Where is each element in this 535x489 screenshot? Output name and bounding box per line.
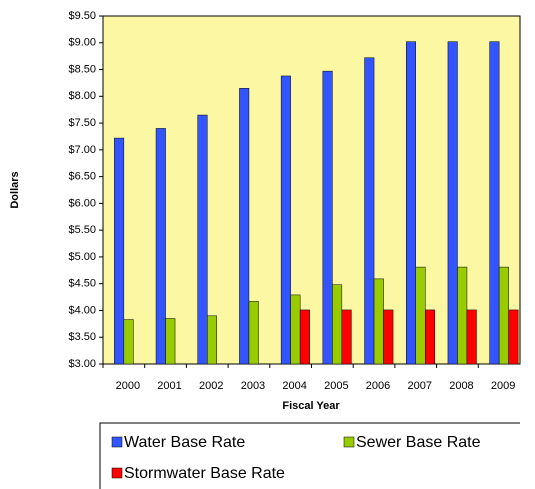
legend-swatch [343, 436, 355, 448]
bar [489, 41, 500, 365]
bar [364, 57, 375, 365]
bar [248, 301, 259, 365]
bar [332, 284, 343, 365]
y-tick-label: $5.50 [68, 224, 96, 236]
x-tick-label: 2002 [199, 380, 223, 392]
bar [197, 114, 208, 365]
bar [383, 309, 394, 365]
x-tick-label: 2007 [408, 380, 432, 392]
y-tick-label: $6.00 [68, 197, 96, 209]
bar [415, 266, 426, 365]
bar [373, 278, 384, 365]
legend-label: Water Base Rate [124, 434, 245, 451]
y-tick-label: $3.00 [68, 358, 96, 370]
bar [155, 128, 166, 365]
bar [406, 41, 416, 365]
y-tick-label: $5.00 [68, 251, 96, 263]
bar [239, 88, 250, 365]
bar [341, 309, 352, 365]
y-tick-label: $7.00 [68, 144, 96, 156]
x-tick-label: 2005 [324, 380, 348, 392]
x-tick-label: 2004 [282, 380, 306, 392]
legend-swatch [111, 467, 123, 479]
x-tick-label: 2001 [157, 380, 181, 392]
bar [508, 309, 519, 365]
y-tick-label: $9.50 [68, 10, 96, 22]
bar [165, 318, 176, 365]
bar [123, 319, 134, 365]
x-tick-label: 2000 [116, 380, 140, 392]
bar [207, 315, 217, 365]
bar [299, 309, 310, 365]
x-tick-label: 2008 [449, 380, 473, 392]
legend-swatch [111, 436, 123, 448]
y-tick-label: $3.50 [68, 331, 96, 343]
legend-label: Sewer Base Rate [356, 434, 481, 451]
legend-box [99, 422, 520, 489]
y-axis-label: Dollars [9, 171, 21, 208]
y-tick-label: $9.00 [68, 37, 96, 49]
legend-label: Stormwater Base Rate [124, 465, 285, 482]
bar [447, 41, 458, 365]
y-tick-label: $8.50 [68, 63, 96, 75]
bar [322, 70, 333, 365]
bar [466, 309, 477, 365]
x-tick-label: 2009 [491, 380, 515, 392]
x-axis-label: Fiscal Year [282, 400, 340, 412]
bar [498, 266, 509, 365]
y-tick-label: $6.50 [68, 171, 96, 183]
bar [425, 309, 435, 365]
y-tick-label: $8.00 [68, 90, 96, 102]
y-tick-label: $4.00 [68, 304, 96, 316]
y-tick-label: $4.50 [68, 278, 96, 290]
x-tick-label: 2006 [366, 380, 390, 392]
bar [290, 294, 301, 365]
bar [280, 75, 291, 365]
bar [457, 266, 468, 365]
bar [114, 137, 125, 365]
y-tick-label: $7.50 [68, 117, 96, 129]
x-tick-label: 2003 [241, 380, 265, 392]
